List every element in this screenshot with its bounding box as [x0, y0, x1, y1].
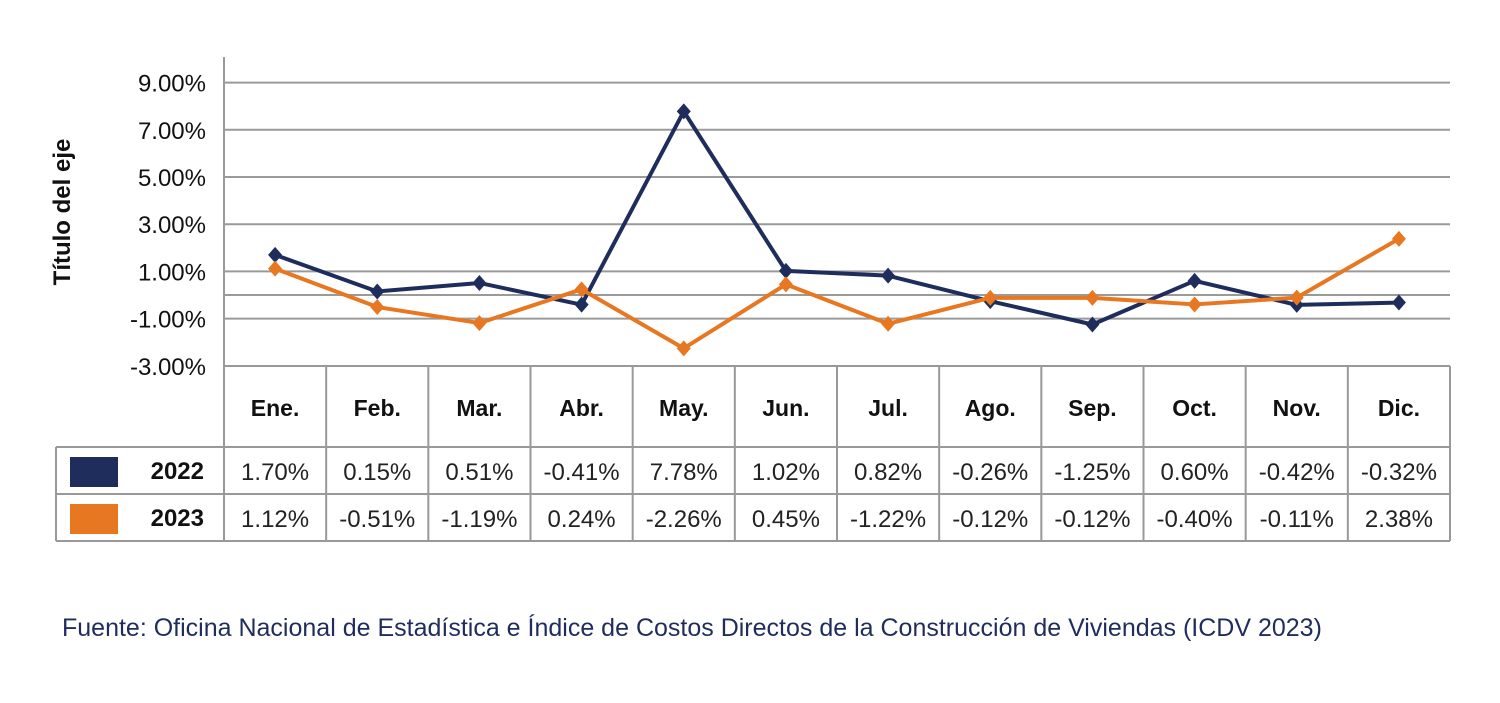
data-cell: 1.02% [752, 459, 820, 486]
data-point-2022 [472, 274, 487, 291]
y-tick-label: 1.00% [138, 259, 206, 286]
source-note: Fuente: Oficina Nacional de Estadística … [62, 614, 1322, 642]
data-cell: 1.70% [241, 459, 309, 486]
data-point-2022 [778, 262, 793, 279]
data-point-2023 [574, 281, 589, 298]
y-tick-label: 3.00% [138, 212, 206, 239]
data-point-2023 [268, 260, 283, 277]
data-cell: 0.15% [343, 459, 411, 486]
data-point-2022 [1085, 316, 1100, 333]
data-cell: -1.22% [850, 506, 926, 533]
data-point-2022 [1187, 272, 1202, 289]
y-tick-label: 7.00% [138, 118, 206, 145]
data-cell: 0.24% [548, 506, 616, 533]
data-cell: 0.51% [445, 459, 513, 486]
data-cell: 7.78% [650, 459, 718, 486]
data-point-2022 [676, 103, 691, 120]
data-cell: -2.26% [646, 506, 722, 533]
data-cell: -0.12% [952, 506, 1028, 533]
y-tick-label: -1.00% [130, 307, 206, 334]
series-line-2023 [274, 237, 1400, 351]
data-cell: 0.82% [854, 459, 922, 486]
data-cell: 2.38% [1365, 506, 1433, 533]
data-point-2023 [881, 315, 896, 332]
data-cell: -0.40% [1157, 506, 1233, 533]
data-cell: -1.19% [441, 506, 517, 533]
data-point-2023 [1391, 230, 1406, 247]
data-cell: -0.26% [952, 459, 1028, 486]
y-tick-label: -3.00% [130, 354, 206, 381]
y-tick-label: 9.00% [138, 71, 206, 98]
data-point-2023 [472, 315, 487, 332]
category-label: Ene. [251, 395, 300, 421]
data-point-2023 [676, 340, 691, 357]
legend-label-2022: 2022 [151, 458, 204, 485]
data-cell: -0.11% [1260, 506, 1334, 533]
category-label: Ago. [965, 395, 1016, 421]
data-cell: -0.12% [1054, 506, 1130, 533]
data-point-2023 [1289, 289, 1304, 306]
data-cell: -0.51% [339, 506, 415, 533]
data-point-2022 [370, 283, 385, 300]
category-label: May. [659, 395, 708, 421]
data-cell: -0.42% [1259, 459, 1335, 486]
data-cell: -0.32% [1361, 459, 1437, 486]
y-tick-label: 5.00% [138, 165, 206, 192]
data-point-2023 [778, 276, 793, 293]
category-label: Jun. [762, 395, 809, 421]
data-cell: 0.60% [1161, 459, 1229, 486]
category-label: Oct. [1172, 395, 1217, 421]
category-label: Nov. [1273, 395, 1321, 421]
legend-swatch-2022 [70, 457, 118, 487]
data-point-2023 [1085, 289, 1100, 306]
data-point-2023 [1187, 296, 1202, 313]
category-label: Mar. [456, 395, 502, 421]
y-axis-title: Título del eje [49, 139, 76, 286]
category-label: Sep. [1068, 395, 1117, 421]
data-point-2023 [370, 299, 385, 316]
category-label: Abr. [559, 395, 604, 421]
data-cell: -1.25% [1054, 459, 1130, 486]
data-point-2023 [983, 289, 998, 306]
data-cell: -0.41% [544, 459, 620, 486]
category-label: Dic. [1378, 395, 1420, 421]
data-point-2022 [881, 267, 896, 284]
data-cell: 1.12% [241, 506, 309, 533]
series-line-2022 [274, 109, 1399, 327]
data-point-2022 [1391, 294, 1406, 311]
data-point-2022 [574, 296, 589, 313]
category-label: Jul. [868, 395, 908, 421]
legend-label-2023: 2023 [151, 505, 204, 532]
data-point-2022 [268, 246, 283, 263]
category-label: Feb. [354, 395, 401, 421]
data-cell: 0.45% [752, 506, 820, 533]
legend-swatch-2023 [70, 504, 118, 534]
